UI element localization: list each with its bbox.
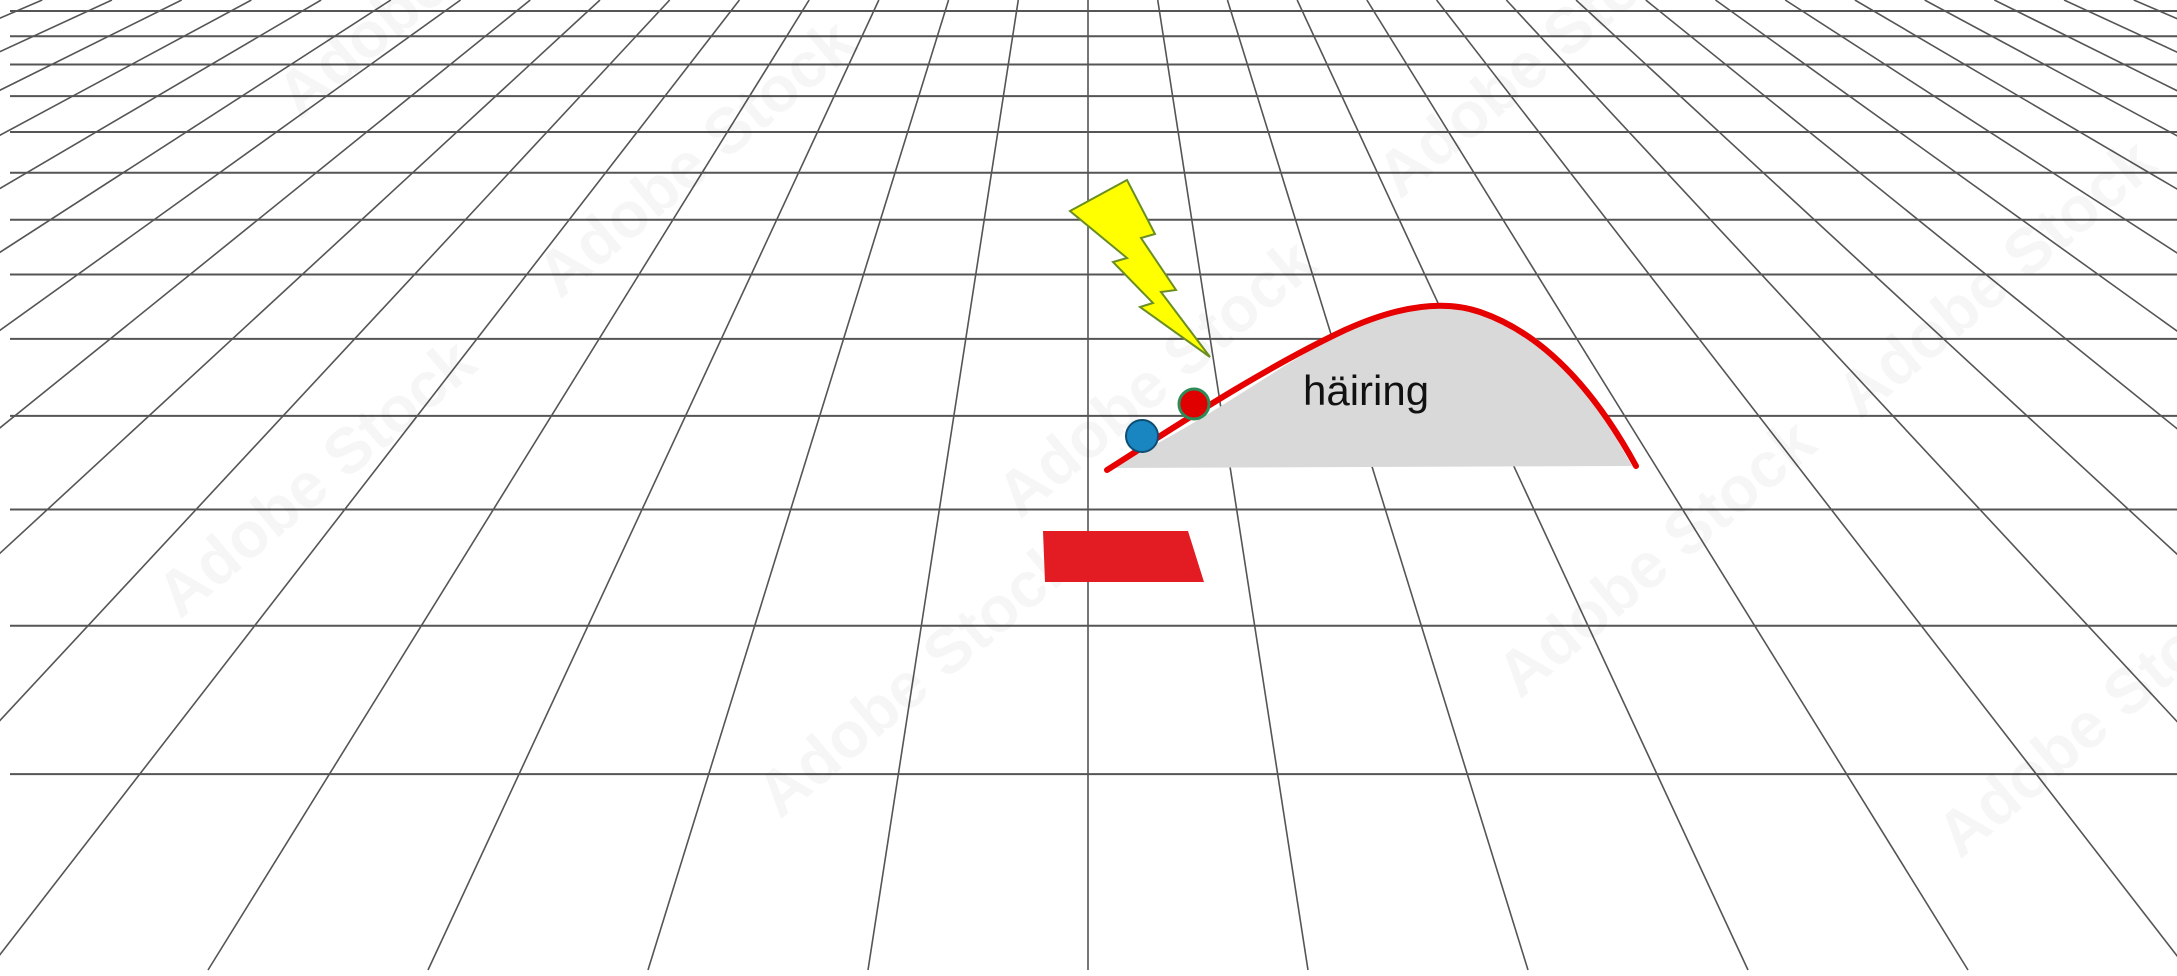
red-block xyxy=(1043,531,1204,582)
red-point-marker xyxy=(1177,387,1211,421)
grid-converging-line xyxy=(427,0,880,971)
grid-converging-line xyxy=(0,0,392,254)
grid-converging-line xyxy=(1575,0,2177,556)
grid-converging-line xyxy=(1645,0,2177,430)
grid-converging-line xyxy=(1784,0,2177,254)
disturbance-area xyxy=(1110,306,1632,468)
grid-converging-line xyxy=(1156,0,1309,971)
grid-converging-line xyxy=(0,0,741,956)
disturbance-label: häiring xyxy=(1303,367,1429,414)
grid-converging-line xyxy=(867,0,1020,971)
grid-converging-line xyxy=(1505,0,2177,723)
blue-point-marker xyxy=(1125,419,1159,453)
grid-converging-line xyxy=(0,0,322,190)
grid-converging-line xyxy=(1854,0,2177,190)
grid-converging-line xyxy=(0,0,531,429)
lightning-bolt-icon xyxy=(1068,178,1211,358)
grid-converging-line xyxy=(647,0,950,971)
grid-converging-line xyxy=(1714,0,2177,332)
grid-converging-line xyxy=(1366,0,1969,971)
grid-converging-line xyxy=(1296,0,1749,971)
grid-converging-line xyxy=(0,0,462,332)
grid-converging-line xyxy=(1226,0,1529,971)
grid-converging-line xyxy=(0,0,671,722)
grid-converging-line xyxy=(207,0,810,971)
grid-converging-line xyxy=(0,0,601,555)
grid-converging-line xyxy=(1435,0,2177,958)
